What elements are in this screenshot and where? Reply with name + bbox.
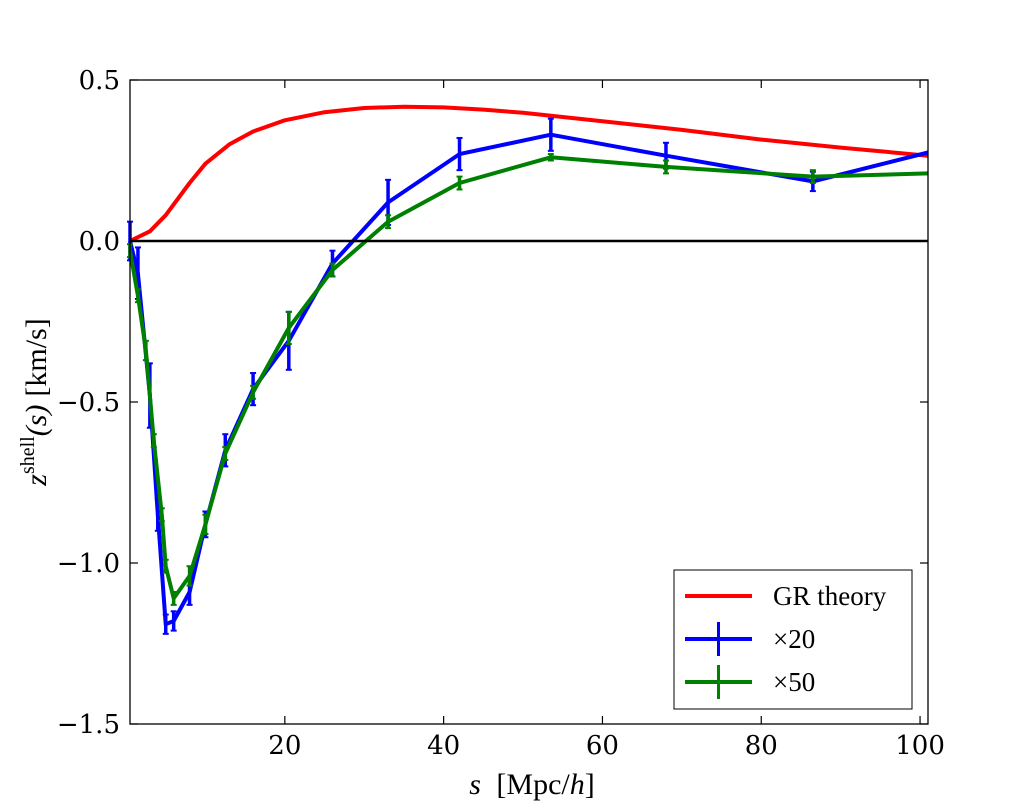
y-axis-title: zshell(s) [km/s] <box>17 318 53 486</box>
series-gr-theory <box>129 104 929 243</box>
series-line <box>129 104 929 243</box>
y-axis-title-sup: shell <box>17 436 39 474</box>
x-axis-title: s [Mpc/h] <box>469 768 595 801</box>
series-x50 <box>127 153 929 606</box>
y-tick-label: −1.5 <box>57 710 120 740</box>
x-tick-label: 60 <box>586 731 619 761</box>
y-tick-label: −0.5 <box>57 388 120 418</box>
legend-label-x50: ×50 <box>773 667 815 697</box>
legend-label-x20: ×20 <box>773 624 815 654</box>
x-tick-label: 100 <box>895 731 945 761</box>
y-axis-title-args: (s) <box>20 405 53 437</box>
y-tick-label: 0.5 <box>79 66 120 96</box>
ticks-layer: 20 40 60 80 100 0.5 0.0 −0.5 −1.0 −1.5 <box>57 66 945 761</box>
y-tick-label: −1.0 <box>57 549 120 579</box>
legend-entry-gr-theory: GR theory <box>685 581 887 611</box>
x-axis-title-unit-var: h <box>570 768 585 801</box>
x-axis-title-var: s <box>469 768 481 801</box>
legend-label-gr-theory: GR theory <box>773 581 887 611</box>
x-tick-label: 80 <box>745 731 778 761</box>
x-axis-title-unit-close: ] <box>585 768 595 801</box>
x-axis-title-unit: [Mpc/ <box>496 768 570 801</box>
legend-entry-x50: ×50 <box>685 665 815 699</box>
y-axis-title-unit: [km/s] <box>20 318 53 396</box>
y-tick-label: 0.0 <box>79 227 120 257</box>
x-tick-label: 20 <box>268 731 301 761</box>
x-tick-label: 40 <box>427 731 460 761</box>
y-axis-title-var: z <box>20 474 53 487</box>
legend-entry-x20: ×20 <box>685 622 815 656</box>
legend: GR theory ×20 ×50 <box>673 569 913 710</box>
